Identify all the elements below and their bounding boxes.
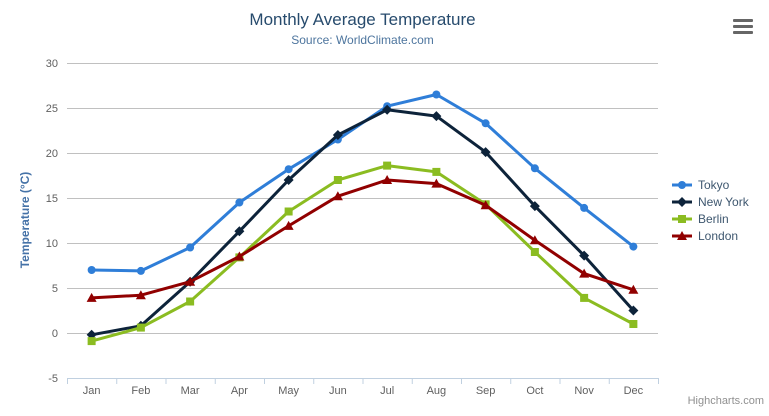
x-axis-label: Mar	[181, 385, 200, 397]
legend-symbol-circle-icon	[672, 180, 692, 189]
square-marker[interactable]	[383, 161, 392, 170]
legend: Tokyo New York Berlin London	[671, 176, 749, 244]
y-axis-label: -5	[48, 373, 58, 385]
x-axis-label: Jun	[329, 385, 347, 397]
series-line	[90, 108, 635, 337]
triangle-marker[interactable]	[628, 284, 639, 294]
series-tokyo[interactable]	[87, 90, 638, 275]
circle-marker[interactable]	[432, 90, 441, 99]
x-axis-label: Aug	[427, 385, 447, 397]
square-marker[interactable]	[678, 214, 686, 223]
y-axis-label: 30	[46, 58, 58, 70]
series-new-york[interactable]	[86, 104, 639, 340]
legend-symbol-diamond-icon	[672, 196, 692, 207]
circle-marker[interactable]	[678, 180, 686, 189]
square-marker[interactable]	[432, 167, 441, 176]
diamond-marker[interactable]	[579, 250, 590, 261]
square-marker[interactable]	[87, 337, 96, 346]
circle-marker[interactable]	[136, 266, 145, 275]
circle-marker[interactable]	[580, 203, 589, 212]
square-marker[interactable]	[580, 293, 589, 302]
y-axis-label: 25	[46, 103, 58, 115]
x-axis-label: Oct	[526, 385, 543, 397]
x-axis-label: May	[278, 385, 299, 397]
legend-item-london[interactable]: London	[671, 227, 749, 244]
export-menu-button[interactable]	[733, 19, 753, 34]
legend-label: New York	[698, 194, 749, 209]
diamond-marker[interactable]	[677, 196, 687, 207]
x-axis-label: Dec	[624, 385, 644, 397]
diamond-marker[interactable]	[332, 130, 343, 140]
diamond-marker[interactable]	[529, 201, 540, 212]
circle-marker[interactable]	[235, 198, 244, 207]
legend-item-berlin[interactable]: Berlin	[671, 210, 749, 227]
x-axis-label: Sep	[476, 385, 496, 397]
square-marker[interactable]	[186, 297, 195, 306]
x-axis	[67, 378, 659, 384]
square-marker[interactable]	[333, 176, 342, 184]
y-axis-labels: -5 0 5 10 15 20 25 30	[46, 58, 58, 385]
circle-marker[interactable]	[284, 165, 293, 174]
chart-title: Monthly Average Temperature	[249, 10, 476, 29]
triangle-marker[interactable]	[86, 292, 97, 302]
circle-marker[interactable]	[87, 266, 96, 274]
legend-label: Berlin	[698, 211, 729, 226]
diamond-marker[interactable]	[283, 175, 294, 185]
y-axis-label: 20	[46, 148, 58, 160]
square-marker[interactable]	[136, 323, 145, 332]
highcharts-credit[interactable]: Highcharts.com	[687, 395, 764, 407]
triangle-marker[interactable]	[135, 290, 146, 300]
x-axis-label: Jul	[380, 385, 394, 397]
series-line	[90, 164, 635, 343]
y-axis-label: 5	[52, 283, 58, 295]
legend-item-new-york[interactable]: New York	[671, 193, 749, 210]
diamond-marker[interactable]	[480, 147, 491, 158]
circle-marker[interactable]	[186, 243, 195, 252]
triangle-marker[interactable]	[431, 178, 442, 188]
series-berlin[interactable]	[87, 161, 638, 346]
gridlines	[67, 63, 658, 379]
y-axis-label: 15	[46, 193, 58, 205]
triangle-marker[interactable]	[677, 230, 687, 240]
x-axis-label: Feb	[131, 385, 150, 397]
circle-marker[interactable]	[530, 164, 539, 173]
diamond-marker[interactable]	[431, 111, 442, 122]
x-axis-label: Jan	[83, 385, 101, 397]
triangle-marker[interactable]	[185, 276, 196, 286]
series-line	[90, 178, 635, 300]
legend-label: Tokyo	[698, 177, 730, 192]
triangle-marker[interactable]	[234, 251, 245, 261]
legend-label: London	[698, 228, 739, 243]
triangle-marker[interactable]	[480, 200, 491, 210]
legend-symbol-square-icon	[672, 214, 692, 223]
hamburger-icon	[733, 19, 753, 22]
square-marker[interactable]	[629, 320, 638, 328]
chart-subtitle: Source: WorldClimate.com	[291, 33, 434, 47]
y-axis-title: Temperature (°C)	[18, 171, 32, 269]
legend-item-tokyo[interactable]: Tokyo	[671, 176, 749, 193]
y-axis-label: 10	[46, 238, 58, 250]
y-axis-label: 0	[52, 328, 58, 340]
triangle-marker[interactable]	[529, 235, 540, 245]
triangle-marker[interactable]	[283, 220, 294, 230]
circle-marker[interactable]	[481, 119, 490, 128]
x-axis-labels: Jan Feb Mar Apr May Jun Jul Aug Sep Oct Nov Dec	[83, 385, 644, 397]
triangle-marker[interactable]	[579, 268, 590, 278]
legend-symbol-triangle-icon	[672, 230, 692, 240]
square-marker[interactable]	[530, 248, 539, 256]
x-axis-label: Apr	[231, 385, 248, 397]
series-london[interactable]	[86, 175, 639, 302]
diamond-marker[interactable]	[628, 305, 639, 316]
square-marker[interactable]	[284, 207, 293, 216]
triangle-marker[interactable]	[382, 175, 393, 184]
triangle-marker[interactable]	[332, 191, 343, 201]
circle-marker[interactable]	[629, 242, 638, 251]
diamond-marker[interactable]	[234, 226, 245, 237]
diamond-marker[interactable]	[382, 104, 393, 115]
x-axis-label: Nov	[574, 385, 594, 397]
